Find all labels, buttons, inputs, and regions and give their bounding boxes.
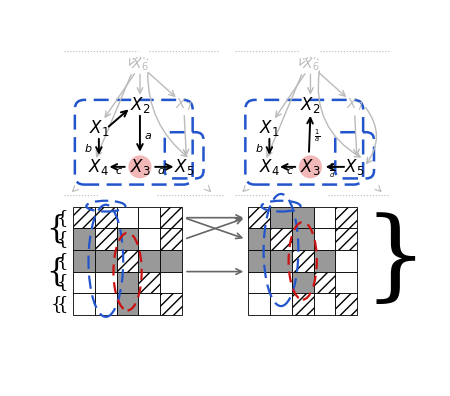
- Text: $d$: $d$: [157, 164, 166, 176]
- Bar: [117, 207, 139, 228]
- Text: $X_5$: $X_5$: [174, 157, 194, 177]
- Text: $c$: $c$: [286, 166, 293, 176]
- Bar: [73, 228, 95, 250]
- Text: }: }: [363, 213, 427, 309]
- Text: $X_6$: $X_6$: [131, 56, 149, 72]
- Bar: [314, 228, 335, 250]
- Bar: [73, 293, 95, 315]
- Bar: [292, 250, 314, 272]
- Text: {: {: [46, 256, 66, 287]
- Circle shape: [129, 156, 151, 178]
- Text: $X_7$: $X_7$: [346, 97, 363, 114]
- Text: $X_3$: $X_3$: [130, 157, 150, 177]
- Bar: [270, 272, 292, 293]
- Bar: [270, 293, 292, 315]
- Bar: [73, 250, 95, 272]
- Bar: [270, 207, 292, 228]
- Bar: [139, 228, 160, 250]
- Text: $\frac{1}{a}$: $\frac{1}{a}$: [314, 128, 321, 145]
- Bar: [292, 272, 314, 293]
- Bar: [335, 272, 357, 293]
- Text: $X_6$: $X_6$: [302, 56, 319, 72]
- Text: $X_5$: $X_5$: [344, 157, 365, 177]
- Text: {: {: [57, 273, 68, 291]
- Bar: [248, 250, 270, 272]
- Bar: [270, 228, 292, 250]
- Circle shape: [300, 156, 321, 178]
- Bar: [95, 293, 117, 315]
- Bar: [314, 250, 335, 272]
- Bar: [95, 228, 117, 250]
- Bar: [314, 293, 335, 315]
- Text: $X_2$: $X_2$: [130, 95, 150, 115]
- Text: $X_7$: $X_7$: [176, 97, 193, 114]
- Text: {: {: [57, 230, 68, 248]
- Bar: [117, 293, 139, 315]
- Bar: [160, 272, 182, 293]
- Bar: [292, 207, 314, 228]
- Bar: [95, 207, 117, 228]
- Bar: [314, 207, 335, 228]
- Text: $X_2$: $X_2$: [300, 95, 321, 115]
- Bar: [335, 250, 357, 272]
- Bar: [314, 272, 335, 293]
- Bar: [292, 293, 314, 315]
- Bar: [95, 272, 117, 293]
- Bar: [73, 207, 95, 228]
- Text: {: {: [50, 295, 62, 313]
- Bar: [160, 293, 182, 315]
- Text: $\frac{1}{d}$: $\frac{1}{d}$: [329, 162, 335, 180]
- Bar: [248, 228, 270, 250]
- Bar: [335, 207, 357, 228]
- Bar: [95, 250, 117, 272]
- Text: {: {: [46, 213, 66, 244]
- Bar: [117, 250, 139, 272]
- Text: $X_1$: $X_1$: [259, 118, 279, 138]
- Text: {: {: [57, 295, 68, 313]
- Text: $c$: $c$: [115, 166, 123, 176]
- Text: $a$: $a$: [144, 131, 152, 141]
- Bar: [335, 293, 357, 315]
- Text: $X_1$: $X_1$: [89, 118, 109, 138]
- Bar: [160, 207, 182, 228]
- Text: $X_4$: $X_4$: [89, 157, 109, 177]
- Text: $b$: $b$: [255, 142, 263, 154]
- Bar: [160, 228, 182, 250]
- Bar: [248, 293, 270, 315]
- Bar: [292, 228, 314, 250]
- Bar: [160, 250, 182, 272]
- Bar: [139, 272, 160, 293]
- Bar: [139, 207, 160, 228]
- Text: {: {: [57, 209, 68, 227]
- Bar: [248, 272, 270, 293]
- Bar: [73, 272, 95, 293]
- Bar: [139, 293, 160, 315]
- Bar: [117, 228, 139, 250]
- Text: {: {: [57, 252, 68, 270]
- Text: $b$: $b$: [84, 142, 93, 154]
- Bar: [270, 250, 292, 272]
- Bar: [117, 272, 139, 293]
- Bar: [248, 207, 270, 228]
- Bar: [139, 250, 160, 272]
- Bar: [335, 228, 357, 250]
- Text: $X_3$: $X_3$: [300, 157, 321, 177]
- Text: $X_4$: $X_4$: [259, 157, 280, 177]
